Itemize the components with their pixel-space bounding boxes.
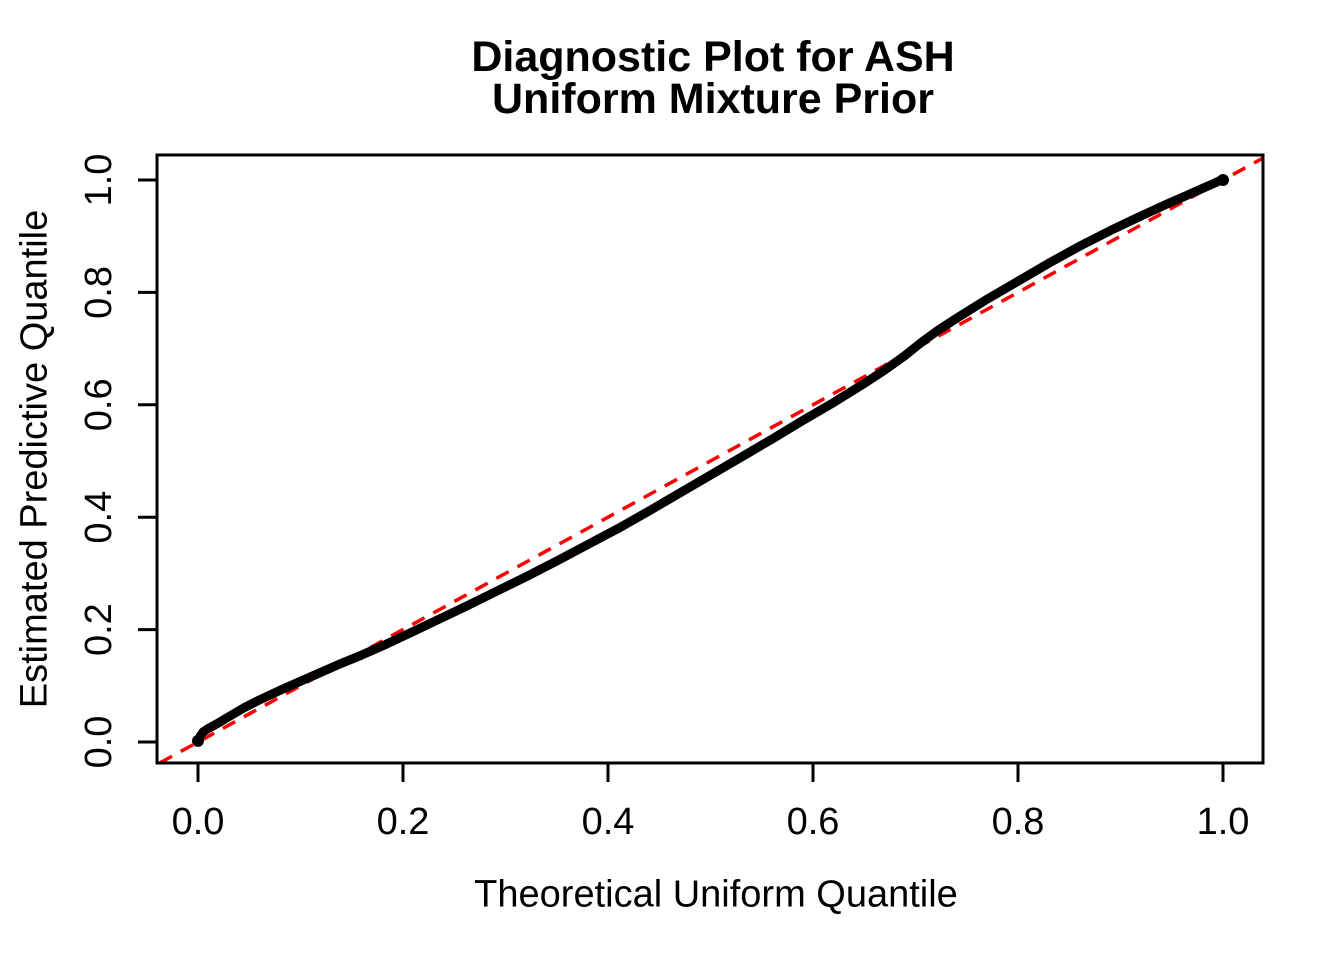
curve-end-cluster xyxy=(1217,174,1229,186)
x-tick-label: 0.6 xyxy=(787,801,840,843)
x-tick-label: 0.4 xyxy=(582,801,635,843)
y-tick-label: 1.0 xyxy=(78,154,120,207)
plot-border xyxy=(155,153,1265,765)
x-tick-label: 0.2 xyxy=(377,801,430,843)
y-tick-label: 0.0 xyxy=(78,716,120,769)
curve-start-cluster xyxy=(192,734,204,747)
y-tick-label: 0.6 xyxy=(78,378,120,431)
reference-line xyxy=(158,156,1263,763)
y-tick-label: 0.8 xyxy=(78,266,120,319)
plot-title-line1: Diagnostic Plot for ASH xyxy=(471,33,955,81)
y-tick-label: 0.2 xyxy=(78,603,120,656)
x-tick-label: 0.0 xyxy=(172,801,225,843)
estimated-predictive-quantile-curve xyxy=(193,175,1228,746)
x-axis-title: Theoretical Uniform Quantile xyxy=(474,873,958,916)
x-tick-label: 0.8 xyxy=(992,801,1045,843)
y-tick-label: 0.4 xyxy=(78,491,120,544)
plot-title-line2: Uniform Mixture Prior xyxy=(492,75,934,123)
plot-title: Diagnostic Plot for ASH Uniform Mixture … xyxy=(471,33,955,123)
x-tick-label: 1.0 xyxy=(1197,801,1250,843)
